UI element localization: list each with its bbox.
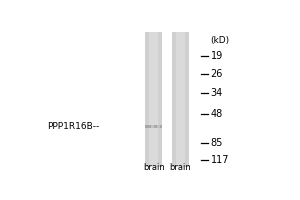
Bar [149,32,158,167]
Text: brain: brain [143,163,165,172]
Bar [172,32,189,167]
Bar [176,32,185,167]
Text: PPP1R16B--: PPP1R16B-- [47,122,99,131]
Text: 85: 85 [211,138,223,148]
Bar [145,32,163,167]
Text: 34: 34 [211,88,223,98]
Text: 19: 19 [211,51,223,61]
Text: 48: 48 [211,109,223,119]
Text: brain: brain [169,163,191,172]
Bar [157,125,160,128]
Text: 117: 117 [211,155,229,165]
Text: (kD): (kD) [211,36,230,45]
Bar [151,125,154,128]
Text: 26: 26 [211,69,223,79]
Bar [145,125,163,128]
